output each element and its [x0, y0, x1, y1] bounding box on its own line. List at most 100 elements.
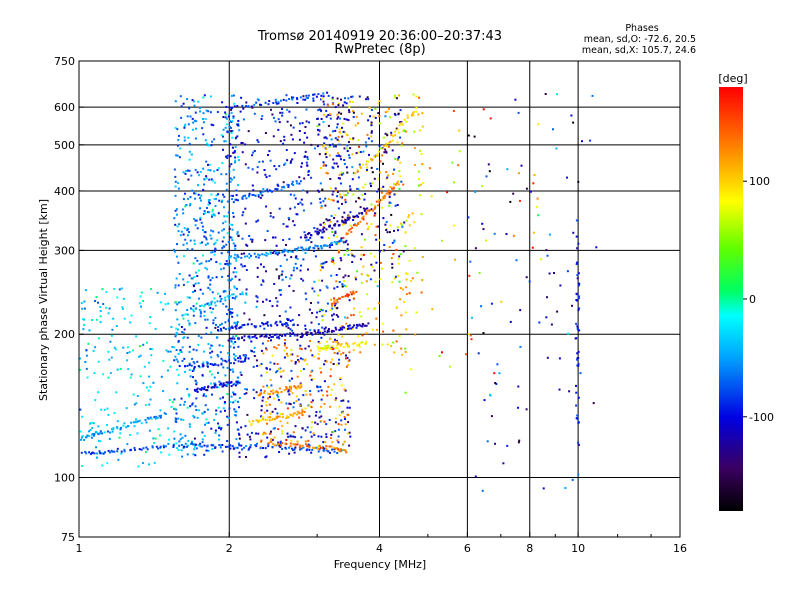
data-point — [177, 353, 180, 355]
data-point — [281, 323, 284, 326]
data-point — [294, 256, 297, 259]
data-point — [421, 279, 424, 282]
data-point — [175, 349, 178, 351]
data-point — [395, 97, 398, 100]
data-point — [214, 382, 217, 385]
data-point — [352, 314, 355, 316]
data-point — [320, 336, 323, 339]
data-point — [364, 342, 366, 345]
data-point — [365, 170, 368, 172]
data-point — [205, 389, 208, 391]
data-point — [197, 335, 200, 337]
data-point — [230, 130, 233, 133]
data-point — [567, 332, 570, 335]
data-point — [211, 300, 213, 303]
data-point — [186, 388, 189, 391]
data-point — [347, 97, 350, 100]
data-point — [391, 266, 394, 269]
data-point — [361, 341, 364, 344]
data-point — [267, 103, 270, 106]
data-point — [250, 105, 253, 108]
data-point — [271, 446, 274, 449]
data-point — [325, 156, 328, 159]
data-point — [211, 363, 213, 366]
data-point — [229, 177, 232, 180]
colorbar-tick-label: 100 — [749, 175, 770, 188]
data-point — [373, 177, 376, 180]
data-point — [203, 305, 205, 308]
data-point — [204, 303, 207, 306]
data-point — [506, 168, 509, 171]
data-point — [203, 310, 206, 313]
data-point — [236, 135, 239, 138]
data-point — [576, 247, 579, 250]
data-point — [245, 243, 248, 246]
data-point — [231, 368, 234, 371]
data-point — [276, 102, 279, 105]
data-point — [290, 439, 293, 442]
data-point — [245, 388, 248, 391]
data-point — [225, 260, 228, 263]
data-point — [338, 358, 341, 361]
data-point — [279, 293, 282, 296]
data-point — [408, 214, 410, 217]
data-point — [211, 386, 214, 389]
data-point — [151, 446, 154, 449]
data-point — [194, 443, 197, 446]
data-point — [280, 375, 283, 378]
data-point — [411, 212, 414, 215]
data-point — [184, 192, 186, 195]
data-point — [339, 328, 342, 331]
data-point — [333, 262, 335, 265]
data-point — [265, 254, 268, 257]
data-point — [244, 207, 247, 210]
data-point — [233, 267, 236, 270]
data-point — [268, 100, 271, 102]
data-point — [364, 192, 367, 195]
data-point — [197, 100, 200, 103]
data-point — [90, 436, 93, 439]
data-point — [368, 209, 371, 212]
data-point — [248, 256, 251, 259]
data-point — [288, 393, 291, 396]
data-point — [285, 346, 288, 349]
data-point — [577, 295, 580, 298]
data-point — [369, 158, 372, 161]
data-point — [323, 402, 326, 405]
data-points — [78, 91, 598, 492]
data-point — [364, 208, 367, 211]
data-point — [342, 411, 345, 414]
data-point — [338, 414, 341, 417]
data-point — [310, 321, 313, 324]
data-point — [186, 444, 189, 447]
data-point — [210, 229, 213, 232]
data-point — [218, 383, 221, 386]
data-point — [226, 445, 229, 448]
data-point — [232, 401, 235, 404]
data-point — [193, 119, 196, 122]
data-point — [203, 393, 205, 396]
data-point — [276, 336, 279, 339]
data-point — [500, 300, 503, 303]
data-point — [236, 380, 239, 383]
data-point — [338, 102, 340, 105]
data-point — [300, 348, 303, 351]
data-point — [323, 226, 326, 229]
data-point — [330, 347, 333, 350]
data-point — [235, 380, 238, 383]
data-point — [285, 276, 287, 279]
data-point — [183, 126, 186, 129]
data-point — [377, 199, 380, 202]
data-point — [251, 168, 254, 171]
data-point — [267, 445, 270, 448]
data-point — [281, 108, 283, 110]
data-point — [201, 229, 204, 231]
data-point — [176, 255, 178, 258]
data-point — [285, 94, 288, 97]
data-point — [575, 391, 578, 394]
data-point — [347, 253, 350, 256]
data-point — [174, 100, 177, 103]
data-point — [198, 366, 201, 369]
data-point — [390, 131, 393, 134]
data-point — [306, 333, 308, 336]
